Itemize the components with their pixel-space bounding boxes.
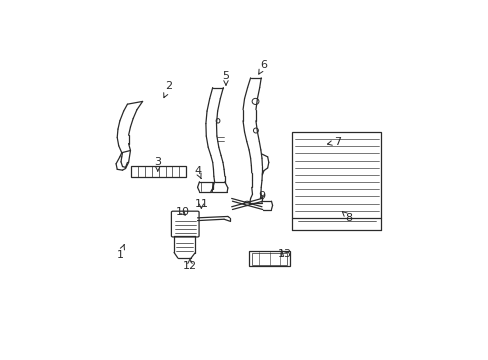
Text: 8: 8 bbox=[342, 212, 352, 223]
Text: 5: 5 bbox=[222, 72, 229, 85]
Bar bbox=[248, 251, 290, 266]
Bar bbox=[131, 166, 186, 177]
Text: 6: 6 bbox=[258, 60, 267, 74]
Text: 9: 9 bbox=[258, 191, 265, 201]
Bar bbox=[292, 132, 381, 218]
Text: 13: 13 bbox=[277, 249, 291, 259]
Text: 11: 11 bbox=[194, 199, 208, 209]
Text: 3: 3 bbox=[154, 157, 161, 171]
Text: 2: 2 bbox=[163, 81, 172, 98]
Text: 7: 7 bbox=[327, 136, 341, 147]
Text: 12: 12 bbox=[183, 258, 197, 271]
Bar bbox=[251, 253, 287, 265]
Text: 1: 1 bbox=[116, 245, 124, 260]
Text: 4: 4 bbox=[194, 166, 201, 179]
Text: 10: 10 bbox=[175, 207, 189, 217]
